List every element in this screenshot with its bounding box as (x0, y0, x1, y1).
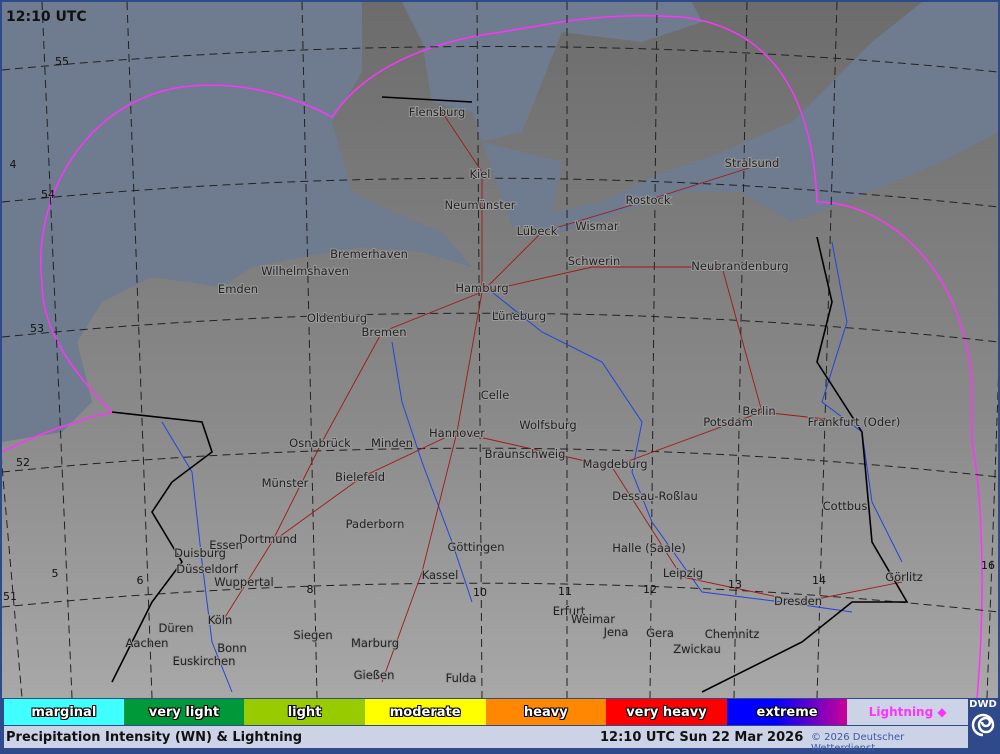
city-label: Dresden (774, 594, 822, 608)
city-label: Wilhelmshaven (261, 264, 349, 278)
city-label: Hamburg (455, 281, 508, 295)
lat-lon-grid (2, 2, 998, 698)
city-label: Cottbus (823, 499, 868, 513)
city-label: Neubrandenburg (691, 259, 788, 273)
city-label: Osnabrück (289, 436, 351, 450)
grid-label: 12 (643, 583, 657, 596)
city-label: Essen (209, 538, 243, 552)
city-label: Magdeburg (582, 457, 647, 471)
city-label: Neumünster (444, 198, 515, 212)
city-label: Chemnitz (705, 627, 760, 641)
city-label: Bielefeld (335, 470, 385, 484)
city-label: Halle (Saale) (612, 541, 685, 555)
grid-label: 53 (30, 322, 44, 335)
grid-label: 51 (3, 590, 17, 603)
city-label: Berlin (742, 404, 775, 418)
city-label: Flensburg (409, 105, 466, 119)
legend-item: moderate (364, 699, 486, 725)
legend-item: extreme (726, 699, 848, 725)
city-label: Marburg (351, 636, 399, 650)
city-label: Frankfurt (Oder) (808, 415, 901, 429)
city-label: Siegen (293, 628, 332, 642)
city-label: Stralsund (725, 156, 780, 170)
city-label: Lüneburg (492, 309, 546, 323)
city-label: Wismar (575, 219, 619, 233)
city-label: Kassel (422, 568, 459, 582)
city-label: Gera (646, 626, 674, 640)
radar-coverage-outline (2, 14, 983, 698)
sea (2, 2, 998, 442)
grid-label: 16 (981, 559, 995, 572)
city-label: Lübeck (517, 224, 558, 238)
city-label: Göttingen (447, 540, 504, 554)
city-label: Gießen (354, 668, 395, 682)
legend-item: heavy (485, 699, 607, 725)
product-title: Precipitation Intensity (WN) & Lightning (6, 730, 303, 745)
dwd-swirl-icon (971, 713, 995, 737)
city-label: Rostock (625, 193, 670, 207)
city-label: Kiel (469, 167, 490, 181)
city-label: Münster (262, 476, 309, 490)
city-label: Weimar (571, 612, 615, 626)
grid-label: 14 (812, 574, 826, 587)
grid-label: 13 (728, 578, 742, 591)
logo-text: DWD (969, 699, 997, 710)
city-label: Dessau-Roßlau (612, 489, 698, 503)
city-label: Potsdam (703, 415, 753, 429)
city-label: Düren (159, 621, 194, 635)
rivers (161, 241, 903, 693)
datetime-label: 12:10 UTC Sun 22 Mar 2026 (600, 730, 804, 745)
city-label: Schwerin (568, 254, 621, 268)
footer-bar: Precipitation Intensity (WN) & Lightning… (4, 726, 968, 754)
city-label: Fulda (446, 671, 477, 685)
legend-item: Lightning ◆ (847, 699, 968, 725)
city-label: Paderborn (346, 517, 405, 531)
copyright-link[interactable]: © 2026 Deutscher Wetterdienst (811, 732, 905, 754)
city-label: Erfurt (553, 604, 586, 618)
time-overlay: 12:10 UTC (6, 9, 87, 25)
city-label: Aachen (126, 636, 169, 650)
city-label: Wolfsburg (519, 418, 576, 432)
city-label: Minden (371, 436, 413, 450)
city-label: Düsseldorf (176, 562, 238, 576)
city-label: Emden (218, 282, 258, 296)
city-label: Bremerhaven (330, 247, 408, 261)
city-label: Bonn (217, 641, 247, 655)
legend-item: marginal (4, 699, 124, 725)
grid-label: 8 (307, 583, 314, 596)
grid-label: 10 (473, 586, 487, 599)
city-label: Oldenburg (307, 311, 367, 325)
city-label: Wuppertal (214, 575, 273, 589)
city-label: Celle (481, 388, 510, 402)
city-label: Görlitz (885, 570, 923, 584)
grid-label: 11 (558, 585, 572, 598)
roads (221, 111, 903, 683)
city-label: Leipzig (663, 566, 703, 580)
grid-label: 5 (52, 567, 59, 580)
city-label: Bremen (361, 325, 406, 339)
city-label: Dortmund (239, 532, 297, 546)
grid-label: 54 (41, 188, 55, 201)
city-label: Köln (208, 613, 233, 627)
grid-label: 6 (137, 574, 144, 587)
city-label: Zwickau (673, 642, 721, 656)
city-label: Euskirchen (173, 654, 236, 668)
grid-label: 55 (55, 55, 69, 68)
city-label: Hannover (429, 426, 485, 440)
grid-label: 4 (10, 158, 17, 171)
city-label: Braunschweig (485, 447, 566, 461)
border (111, 96, 909, 693)
city-label: Jena (603, 625, 629, 639)
legend-item: light (244, 699, 365, 725)
precipitation-legend: marginal very light light moderate heavy very… (4, 699, 968, 725)
legend-item: very light (123, 699, 245, 725)
grid-label: 52 (16, 456, 30, 469)
city-label: Duisburg (174, 546, 226, 560)
legend-item: very heavy (606, 699, 727, 725)
dwd-logo: DWD (968, 699, 998, 748)
